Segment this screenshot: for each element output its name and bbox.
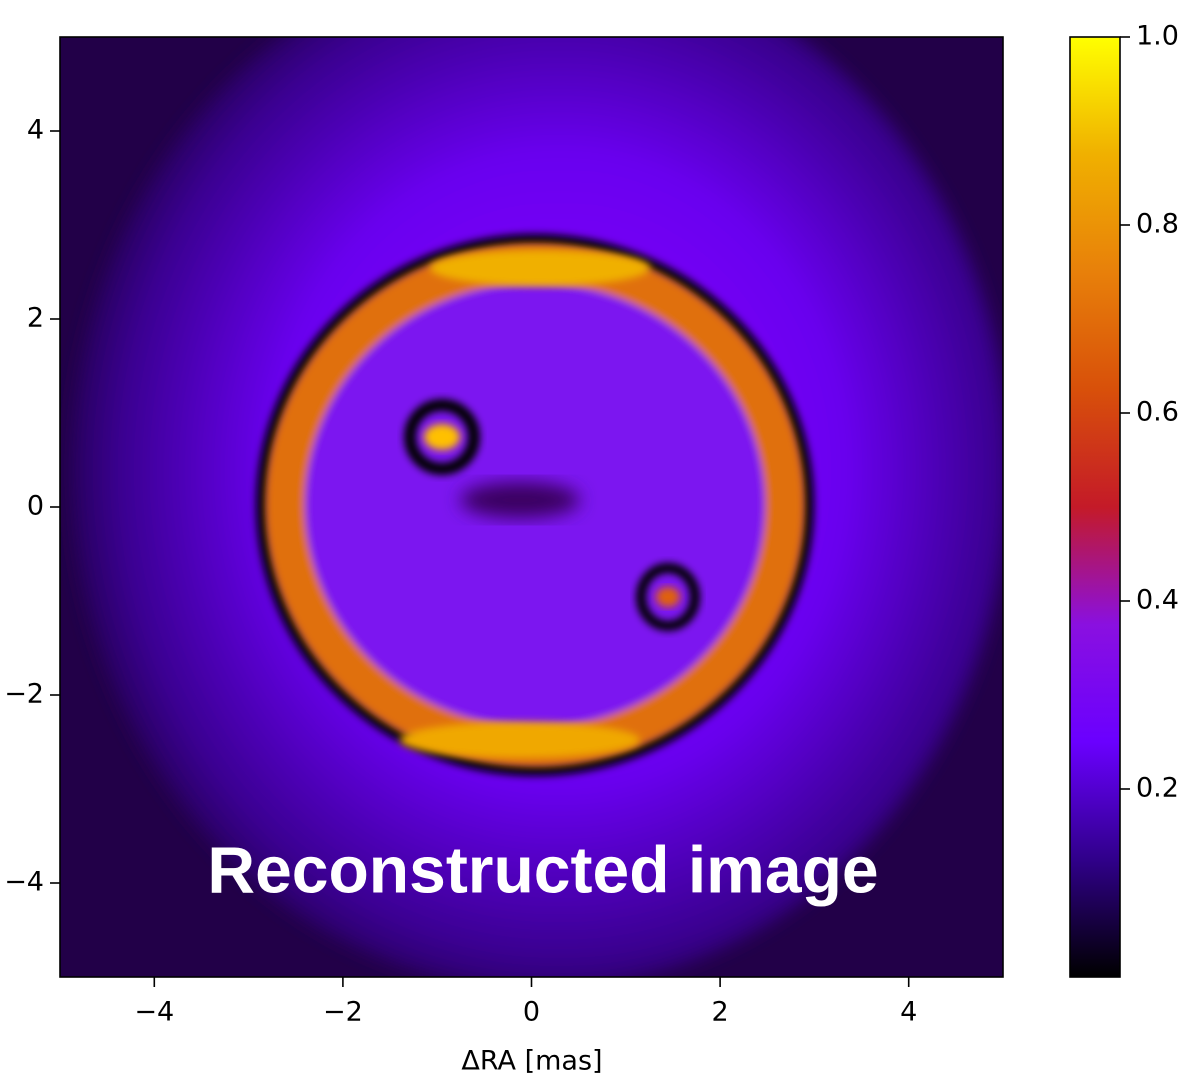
colorbar-tick-label: 0.4 <box>1136 585 1179 616</box>
x-tick-label: −4 <box>134 997 174 1028</box>
y-tick-label: 4 <box>27 115 44 146</box>
x-tick-label: −2 <box>323 997 363 1028</box>
colorbar-tick-label: 1.0 <box>1136 21 1179 52</box>
y-tick-label: 0 <box>27 491 44 522</box>
y-tick-label: −2 <box>4 679 44 710</box>
colorbar-tick-label: 0.2 <box>1136 773 1179 804</box>
y-tick-label: −4 <box>4 867 44 898</box>
chart: Reconstructed image ΔRA [mas] −4 −2 0 2 4 −4 −… <box>0 0 1184 1086</box>
page: Reconstructed image ΔRA [mas] −4 −2 0 2 4 −4 −… <box>0 0 1184 1086</box>
annotation: Reconstructed image <box>207 832 878 906</box>
x-axis-label: ΔRA [mas] <box>461 1046 602 1077</box>
x-tick-label: 0 <box>523 997 540 1028</box>
colorbar <box>1070 37 1120 977</box>
colorbar-tick-label: 0.8 <box>1136 209 1179 240</box>
y-tick-label: 2 <box>27 303 44 334</box>
x-tick-label: 4 <box>900 997 917 1028</box>
colorbar-tick-label: 0.6 <box>1136 397 1179 428</box>
x-tick-label: 2 <box>712 997 729 1028</box>
